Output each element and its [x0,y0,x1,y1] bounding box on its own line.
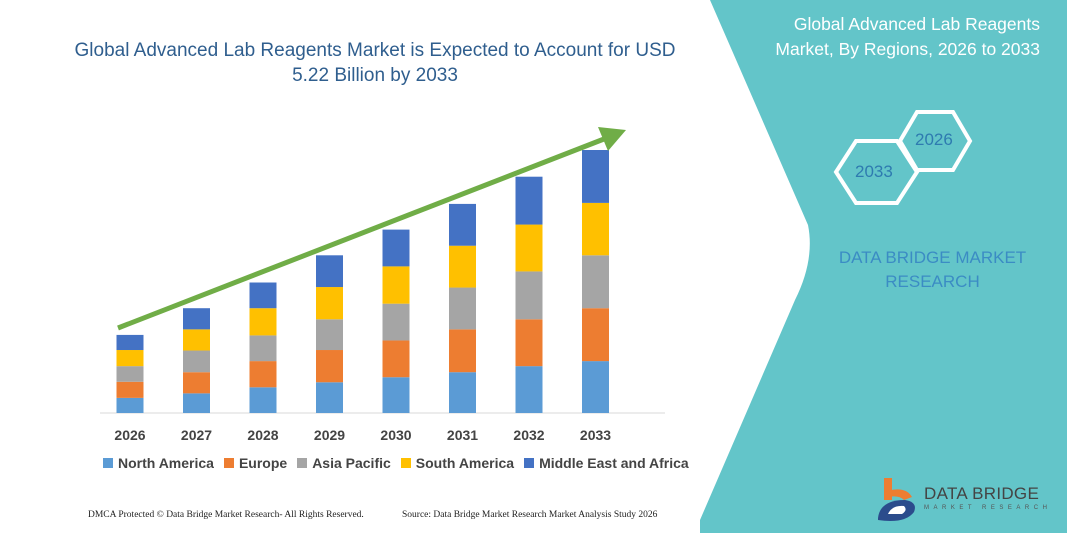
bar-segment [515,366,543,413]
bar-segment [582,308,609,362]
legend-label: South America [415,455,515,471]
stacked-bar-chart: 2026 2027 2028 2029 2030 2031 2032 2033 [100,127,665,443]
x-tick-label: 2031 [447,427,478,443]
bar-segment [515,271,543,320]
trend-arrow-line [117,136,605,331]
x-tick-label: 2029 [314,427,345,443]
legend-item: Asia Pacific [297,455,391,471]
bar-segment [183,329,210,351]
x-tick-label: 2032 [513,427,544,443]
bar-segment [249,335,277,362]
bar-segment [449,372,476,413]
legend-item: Europe [223,455,288,471]
x-tick-label: 2026 [114,427,145,443]
bar-segment [449,329,476,373]
legend-item: Middle East and Africa [524,455,689,471]
logo-icon [878,478,915,521]
legend-item: South America [400,455,515,471]
bar-segment [382,303,410,341]
bar-segment [582,150,609,203]
x-tick-label: 2030 [380,427,411,443]
legend-swatch [297,458,308,468]
logo-sub: MARKET RESEARCH [924,505,1052,511]
bar-segment [449,245,476,288]
bar-segment [183,372,210,394]
bar-segment [249,387,277,413]
logo-name: DATA BRIDGE [924,484,1040,503]
legend-label: Europe [238,455,288,471]
chart-title: Global Advanced Lab Reagents Market is E… [74,40,676,86]
bar-segment [382,229,410,267]
bar-segment [515,319,543,367]
bar-segment [316,319,343,351]
bar-segment [316,255,343,288]
bar-segment [183,308,210,330]
footer-source: Source: Data Bridge Market Research Mark… [402,510,658,520]
legend-swatch [524,458,535,468]
bar-segment [183,393,210,413]
brand-text: DATA BRIDGE MARKET RESEARCH [838,248,1027,291]
bar-segment [116,381,144,398]
legend-swatch [103,458,113,468]
hex-label-end: 2033 [855,162,893,181]
legend-label: Middle East and Africa [539,455,689,471]
bar-segment [249,308,277,336]
legend-label: North America [118,455,214,471]
bar-segment [582,255,609,309]
bar-segment [183,350,210,373]
bar-segment [116,334,144,351]
legend-label: Asia Pacific [312,455,391,471]
bar-segment [449,203,476,246]
bar-segment [382,266,410,304]
x-tick-label: 2027 [181,427,212,443]
bar-segment [116,350,144,367]
hexagon-2026 [897,110,973,172]
bar-segment [382,377,410,413]
bar-segment [116,397,144,413]
side-panel-shape [700,0,1067,533]
side-panel-title: Global Advanced Lab Reagents Market, By … [775,14,1040,59]
legend-item: North America [103,455,214,471]
x-tick-label: 2028 [247,427,278,443]
bar-segment [515,176,543,225]
bar-segment [316,287,343,320]
bar-segment [382,340,410,378]
bar-segment [249,361,277,388]
bar-segment [515,224,543,272]
bar-segment [582,202,609,256]
legend-swatch [223,458,234,468]
bar-segment [249,282,277,309]
footer-copyright: DMCA Protected © Data Bridge Market Rese… [88,510,364,520]
hexagon-2033 [833,139,920,205]
hex-label-start: 2026 [915,130,953,149]
x-tick-label: 2033 [580,427,611,443]
bar-segment [449,287,476,330]
bar-segment [582,361,609,413]
trend-arrow-head [598,127,626,151]
bar-segment [316,382,343,413]
legend: North America Europe Asia Pacific South … [103,455,689,471]
legend-swatch [400,458,411,468]
bar-segment [116,366,144,382]
bar-segment [316,350,343,383]
